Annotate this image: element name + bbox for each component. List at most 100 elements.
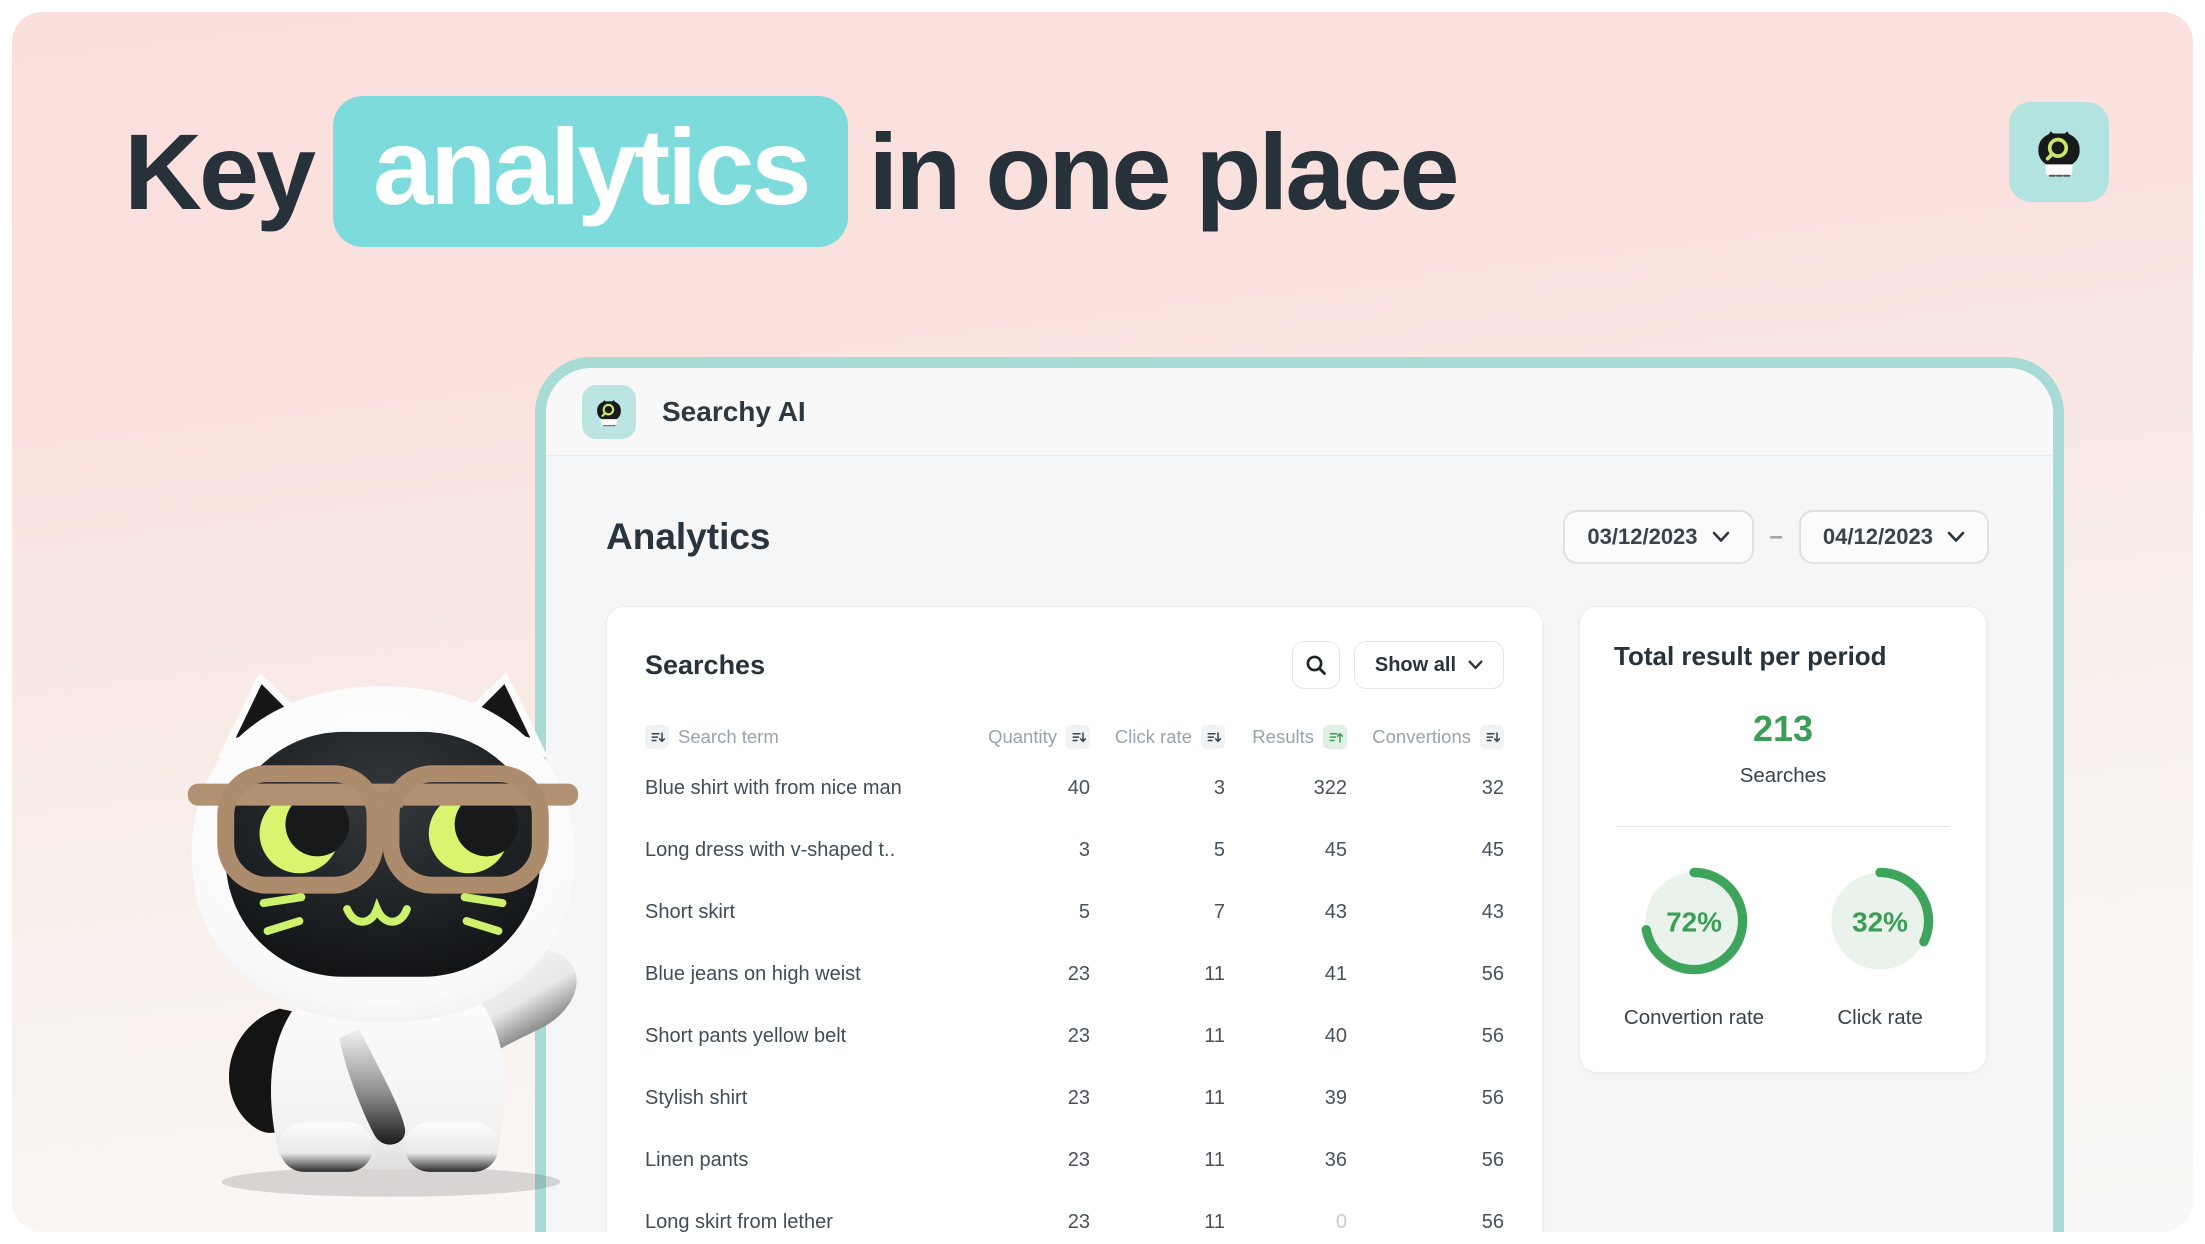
convertions-cell: 45: [1481, 838, 1504, 861]
quantity-cell: 3: [1078, 838, 1090, 861]
searches-card-header: Searches Show all: [645, 641, 1504, 689]
search-term-cell: Stylish shirt: [645, 1086, 748, 1109]
convertion-rate-gauge: 72% Convertion rate: [1624, 859, 1764, 1030]
column-label: Search term: [678, 726, 779, 747]
hero-background: Key analytics in one place: [12, 12, 2193, 1232]
search-term-cell: Short pants yellow belt: [645, 1024, 847, 1047]
end-date-select[interactable]: 04/12/2023: [1798, 510, 1989, 564]
page-title: Analytics: [606, 516, 771, 557]
column-header-search-term[interactable]: Search term: [645, 725, 960, 749]
searchy-cat-icon: [597, 399, 621, 426]
app-title: Searchy AI: [662, 395, 806, 427]
svg-text:32%: 32%: [1852, 906, 1908, 937]
searchy-logo-chip: [582, 384, 636, 439]
results-cell: 40: [1324, 1024, 1347, 1047]
sort-desc-icon: [1480, 725, 1504, 749]
searches-card: Searches Show all: [606, 606, 1543, 1232]
quantity-cell: 23: [1067, 962, 1090, 985]
search-button[interactable]: [1291, 641, 1340, 689]
table-row: Stylish shirt 23 11 39 56: [645, 1067, 1504, 1129]
click-rate-cell: 11: [1204, 1210, 1225, 1233]
searches-controls: Show all: [1291, 641, 1504, 689]
quantity-cell: 23: [1067, 1210, 1090, 1233]
search-term-cell: Long skirt from lether: [645, 1210, 833, 1233]
svg-text:72%: 72%: [1666, 906, 1722, 937]
search-term-cell: Blue shirt with from nice man: [645, 776, 902, 799]
show-all-dropdown[interactable]: Show all: [1353, 641, 1504, 689]
gauges-row: 72% Convertion rate 32% Click r: [1614, 859, 1952, 1030]
summary-total-label: Searches: [1739, 764, 1827, 787]
chevron-down-icon: [1468, 660, 1483, 670]
searches-title: Searches: [645, 649, 766, 680]
results-cell: 322: [1313, 776, 1347, 799]
table-row: Long skirt from lether 23 11 0 56: [645, 1191, 1504, 1233]
results-cell: 43: [1324, 900, 1347, 923]
table-row: Short pants yellow belt 23 11 40 56: [645, 1005, 1504, 1067]
results-cell: 39: [1324, 1086, 1347, 1109]
convertions-cell: 43: [1481, 900, 1504, 923]
convertions-cell: 56: [1481, 1086, 1504, 1109]
results-cell: 41: [1324, 962, 1347, 985]
convertions-cell: 56: [1481, 1024, 1504, 1047]
column-label: Quantity: [988, 726, 1057, 747]
hero-headline: Key analytics in one place: [124, 96, 1460, 247]
app-header: Searchy AI: [546, 368, 2053, 456]
sort-asc-icon: [1323, 725, 1347, 749]
search-term-cell: Linen pants: [645, 1148, 749, 1171]
content-row: Searches Show all: [606, 606, 1989, 1232]
column-label: Click rate: [1114, 726, 1192, 747]
summary-title: Total result per period: [1614, 641, 1887, 671]
summary-divider: [1616, 826, 1950, 827]
click-rate-cell: 3: [1213, 776, 1225, 799]
convertions-cell: 56: [1481, 1148, 1504, 1171]
summary-total-value: 213: [1752, 708, 1814, 749]
gauge-label: Convertion rate: [1623, 1006, 1765, 1029]
headline-post: in one place: [868, 111, 1459, 232]
start-date-value: 03/12/2023: [1587, 524, 1698, 549]
results-cell: 0: [1335, 1210, 1347, 1233]
click-rate-cell: 11: [1204, 1024, 1225, 1047]
quantity-cell: 40: [1067, 776, 1090, 799]
search-term-cell: Short skirt: [645, 900, 736, 923]
click-rate-gauge: 32% Click rate: [1818, 859, 1942, 1030]
column-header-quantity[interactable]: Quantity: [960, 725, 1090, 749]
convertions-cell: 32: [1481, 776, 1504, 799]
chevron-down-icon: [1712, 531, 1729, 542]
column-label: Results: [1252, 726, 1314, 747]
search-term-cell: Blue jeans on high weist: [645, 962, 861, 985]
end-date-value: 04/12/2023: [1822, 524, 1933, 549]
column-header-results[interactable]: Results: [1225, 725, 1347, 749]
start-date-select[interactable]: 03/12/2023: [1563, 510, 1754, 564]
column-header-convertions[interactable]: Convertions: [1347, 725, 1504, 749]
date-range: 03/12/2023 – 04/12/2023: [1563, 510, 1989, 564]
quantity-cell: 23: [1067, 1024, 1090, 1047]
table-row: Blue shirt with from nice man 40 3 322 3…: [645, 757, 1504, 819]
donut-chart: 72%: [1640, 867, 1748, 975]
column-label: Convertions: [1372, 726, 1471, 747]
table-header-row: Search term Quantity Click rate: [645, 725, 1504, 749]
convertions-cell: 56: [1481, 962, 1504, 985]
search-icon: [1306, 655, 1326, 675]
column-header-click-rate[interactable]: Click rate: [1090, 725, 1225, 749]
results-cell: 36: [1324, 1148, 1347, 1171]
headline-pre: Key: [124, 111, 316, 232]
summary-panel: Total result per period 213 Searches 72%: [1579, 606, 1987, 1073]
chevron-down-icon: [1947, 531, 1965, 542]
sort-desc-icon: [645, 725, 669, 749]
click-rate-cell: 11: [1204, 962, 1225, 985]
headline-highlight: analytics: [333, 96, 849, 247]
sort-desc-icon: [1066, 725, 1090, 749]
click-rate-cell: 11: [1204, 1086, 1225, 1109]
app-body: Analytics 03/12/2023 – 04/12/2023: [546, 456, 2053, 1232]
searches-table: Search term Quantity Click rate: [645, 725, 1504, 1232]
quantity-cell: 23: [1067, 1086, 1090, 1109]
table-row: Blue jeans on high weist 23 11 41 56: [645, 943, 1504, 1005]
table-body: Blue shirt with from nice man 40 3 322 3…: [645, 757, 1504, 1233]
click-rate-cell: 5: [1213, 838, 1225, 861]
convertions-cell: 56: [1481, 1210, 1504, 1233]
quantity-cell: 23: [1067, 1148, 1090, 1171]
table-row: Short skirt 5 7 43 43: [645, 881, 1504, 943]
show-all-label: Show all: [1374, 653, 1456, 676]
donut-chart: 32%: [1826, 867, 1934, 975]
